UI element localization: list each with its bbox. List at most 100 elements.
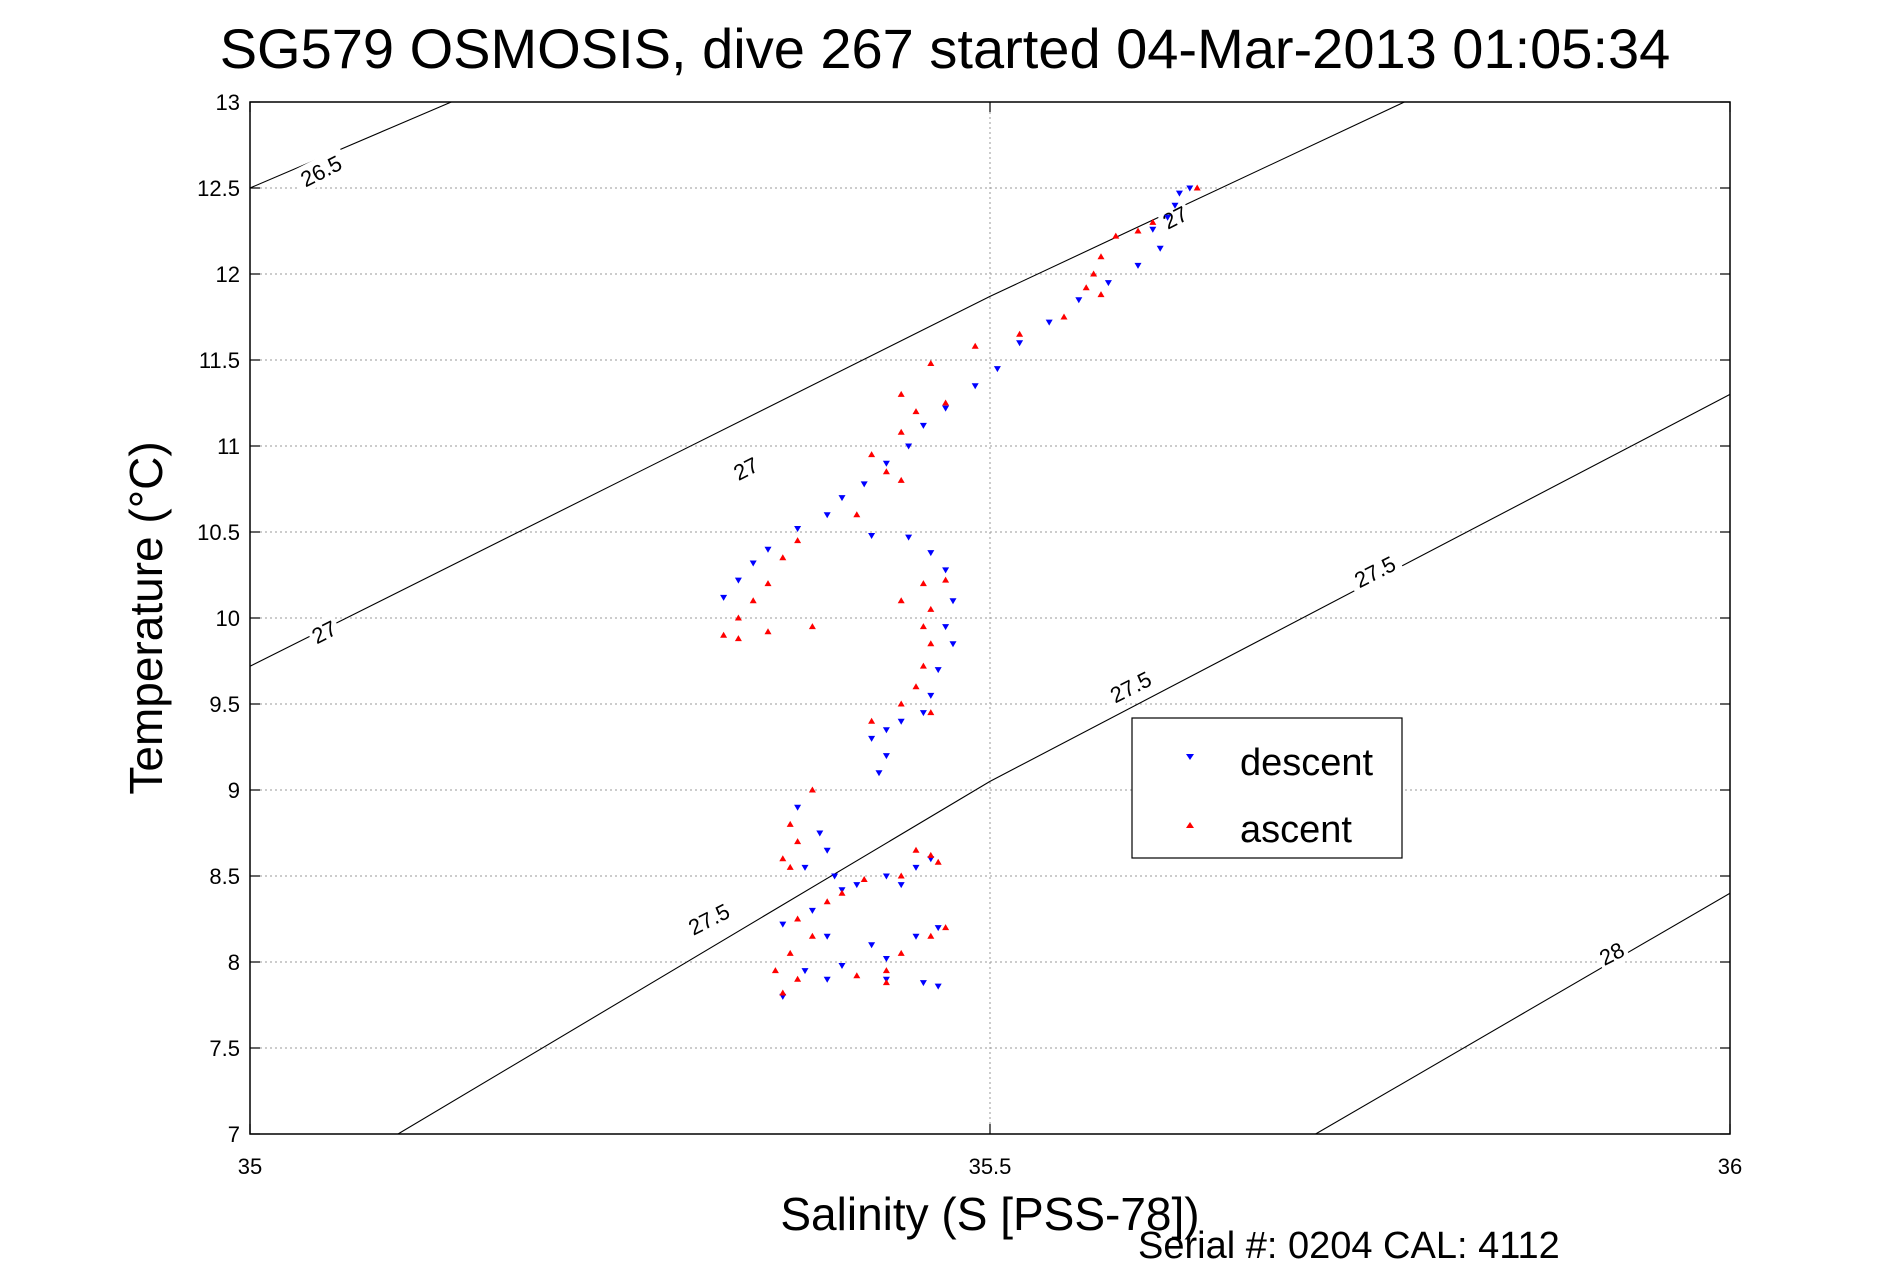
- ascent-point: [794, 915, 802, 922]
- ascent-point: [734, 635, 742, 642]
- ascent-point: [1060, 313, 1068, 320]
- descent-point: [823, 512, 831, 519]
- descent-point: [949, 598, 957, 605]
- ascent-point: [860, 875, 868, 882]
- descent-point: [942, 624, 950, 631]
- descent-point: [720, 594, 728, 601]
- legend-box: [1131, 717, 1403, 859]
- legend-descent-label: descent: [1240, 742, 1374, 784]
- y-tick-label: 7.5: [209, 1036, 240, 1061]
- y-tick-label: 8: [228, 950, 240, 975]
- legend-descent-marker: [1186, 754, 1194, 760]
- descent-point: [868, 735, 876, 742]
- ascent-point: [927, 640, 935, 647]
- y-tick-label: 12.5: [197, 176, 240, 201]
- y-tick-label: 11.5: [199, 348, 240, 373]
- descent-point: [1175, 190, 1183, 197]
- descent-point: [934, 667, 942, 674]
- grid-layer: [250, 102, 1730, 1134]
- x-axis-label: Salinity (S [PSS-78]): [780, 1188, 1199, 1240]
- ascent-point: [786, 949, 794, 956]
- descent-point: [912, 933, 920, 940]
- ascent-point: [882, 979, 890, 986]
- ascent-point: [720, 631, 728, 638]
- ascent-point: [1149, 218, 1157, 225]
- descent-point: [1016, 340, 1024, 347]
- y-axis-label: Temperature (°C): [120, 441, 172, 794]
- ascent-point: [823, 898, 831, 905]
- ascent-point: [1134, 227, 1142, 234]
- descent-point: [993, 366, 1001, 373]
- descent-point: [831, 873, 839, 880]
- ascent-point: [897, 872, 905, 879]
- descent-point: [823, 976, 831, 983]
- descent-point: [1186, 185, 1194, 192]
- serial-cal-label: Serial #: 0204 CAL: 4112: [1138, 1225, 1560, 1262]
- descent-point: [875, 770, 883, 777]
- ascent-point: [897, 597, 905, 604]
- descent-point: [934, 983, 942, 990]
- descent-point: [919, 422, 927, 429]
- y-tick-label: 10: [216, 606, 240, 631]
- descent-point: [905, 534, 913, 541]
- ascent-point: [897, 428, 905, 435]
- ascent-point: [838, 889, 846, 896]
- contour-label-bg: [726, 450, 766, 487]
- descent-point: [1164, 214, 1172, 221]
- ascent-point: [927, 932, 935, 939]
- descent-point: [1045, 319, 1053, 326]
- descent-point: [1134, 262, 1142, 269]
- descent-point: [801, 968, 809, 975]
- descent-point: [794, 804, 802, 811]
- contour-label-bg: [1344, 547, 1405, 596]
- descent-point: [882, 873, 890, 880]
- descent-point: [1104, 280, 1112, 287]
- descent-point: [882, 460, 890, 467]
- descent-point: [801, 864, 809, 871]
- ascent-point: [764, 580, 772, 587]
- descent-point: [794, 526, 802, 533]
- ascent-point: [912, 408, 920, 415]
- ascent-point: [794, 838, 802, 845]
- legend: descent ascent: [1131, 717, 1403, 859]
- contour-label-bg: [1155, 198, 1195, 236]
- legend-ascent-label: ascent: [1240, 809, 1352, 851]
- ascent-point: [853, 972, 861, 979]
- descent-point: [942, 405, 950, 412]
- y-tick-label: 13: [216, 90, 240, 115]
- x-tick-label: 35: [238, 1154, 262, 1179]
- contour-label-bg: [1100, 662, 1161, 711]
- ascent-point: [897, 476, 905, 483]
- ascent-point: [927, 605, 935, 612]
- ascent-point: [897, 949, 905, 956]
- ascent-point: [868, 717, 876, 724]
- ascent-point: [786, 820, 794, 827]
- x-tick-label: 36: [1718, 1154, 1742, 1179]
- descent-point: [897, 882, 905, 889]
- ascent-point: [1112, 232, 1120, 239]
- ascent-point: [927, 709, 935, 716]
- ascent-point: [927, 851, 935, 858]
- ascent-point: [942, 576, 950, 583]
- descent-point: [971, 383, 979, 390]
- descent-point: [853, 882, 861, 889]
- ascent-point: [794, 975, 802, 982]
- ascent-point: [934, 858, 942, 865]
- ascent-point: [779, 855, 787, 862]
- ascent-point: [942, 924, 950, 931]
- x-tick-label: 35.5: [969, 1154, 1012, 1179]
- ascent-point: [919, 580, 927, 587]
- ascent-point: [786, 863, 794, 870]
- descent-point: [734, 577, 742, 584]
- ascent-point: [882, 967, 890, 974]
- y-tick-label: 9.5: [209, 692, 240, 717]
- ascent-point: [919, 662, 927, 669]
- ascent-point: [853, 511, 861, 518]
- descent-point: [823, 933, 831, 940]
- descent-point: [1156, 245, 1164, 252]
- descent-point: [779, 921, 787, 928]
- descent-point: [897, 718, 905, 725]
- ascent-point: [1097, 253, 1105, 260]
- ascent-point: [808, 623, 816, 630]
- descent-point: [927, 550, 935, 557]
